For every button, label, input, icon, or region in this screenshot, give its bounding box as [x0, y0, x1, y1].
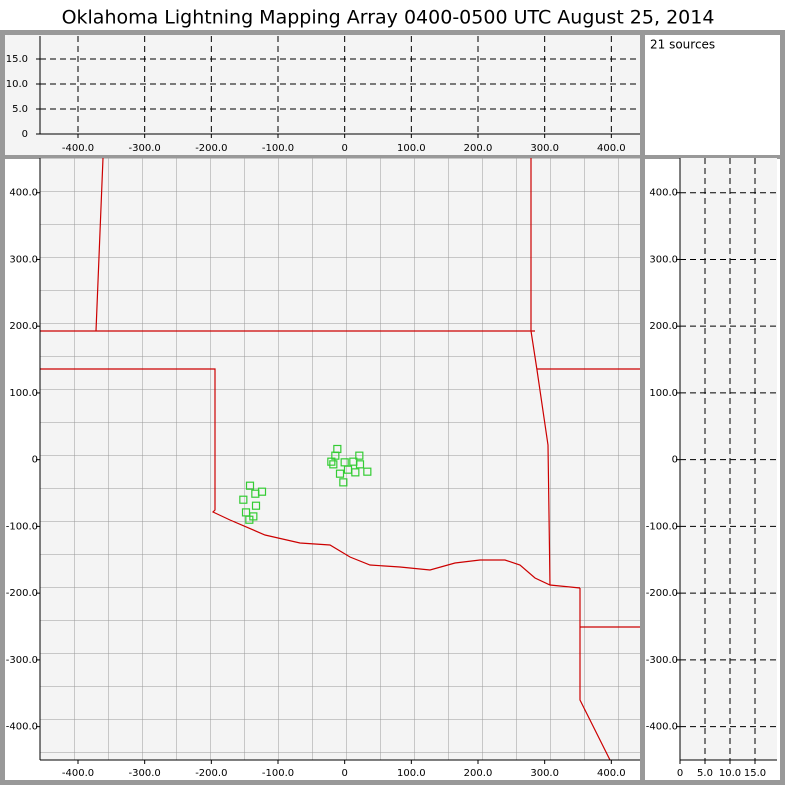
x-tick-label: -300.0 [129, 768, 161, 779]
x-tick-label: -300.0 [129, 143, 161, 154]
lightning-source [355, 451, 364, 460]
lightning-source [343, 465, 353, 474]
y-tick-label: -400.0 [6, 722, 38, 733]
source-count: 21 sources [650, 38, 715, 52]
y-tick-label: 0 [22, 129, 28, 140]
x-tick-label: 0 [341, 768, 347, 779]
x-tick-label: 200.0 [464, 768, 493, 779]
lightning-source [245, 481, 255, 490]
lightning-source [249, 512, 258, 521]
y-tick-label: 10.0 [6, 79, 28, 90]
y-tick-label: 300.0 [649, 254, 678, 265]
x-tick-label: -400.0 [62, 143, 94, 154]
y-tick-label: 100.0 [9, 388, 38, 399]
y-tick-label: 400.0 [649, 188, 678, 199]
x-tick-label: 0 [341, 143, 347, 154]
y-tick-label: -300.0 [646, 655, 678, 666]
border [40, 158, 551, 586]
y-tick-label: 400.0 [9, 188, 38, 199]
info-panel [645, 35, 780, 155]
lightning-source [339, 478, 348, 487]
y-tick-label: -200.0 [646, 588, 678, 599]
lightning-source [239, 495, 248, 504]
border [537, 368, 640, 760]
x-tick-label: 15.0 [744, 768, 766, 779]
x-tick-label: 400.0 [597, 143, 626, 154]
x-tick-label: 100.0 [397, 768, 426, 779]
x-tick-label: 5.0 [697, 768, 713, 779]
y-tick-label: -100.0 [646, 521, 678, 532]
y-tick-label: 300.0 [9, 254, 38, 265]
x-tick-label: 300.0 [530, 768, 559, 779]
x-tick-label: -100.0 [262, 143, 294, 154]
y-tick-label: 200.0 [649, 321, 678, 332]
plot-layer: -400.0 -300.0 -200.0 -100.0 0 100.0 200.0 300.0… [6, 36, 777, 779]
x-tick-label: 0 [677, 768, 683, 779]
x-tick-label: 10.0 [719, 768, 741, 779]
lightning-source [363, 467, 372, 476]
y-tick-label: 15.0 [6, 54, 28, 65]
x-tick-label: 100.0 [397, 143, 426, 154]
y-tick-label: 0 [672, 455, 678, 466]
county-lines [40, 158, 640, 760]
right-plot [680, 158, 777, 760]
y-tick-label: 100.0 [649, 388, 678, 399]
chart-title: Oklahoma Lightning Mapping Array 0400-05… [62, 7, 715, 29]
lightning-source [257, 487, 267, 496]
y-tick-label: -100.0 [6, 521, 38, 532]
lightning-source [329, 460, 338, 469]
state-borders [40, 158, 640, 760]
y-tick-label: -200.0 [6, 588, 38, 599]
lightning-source [349, 457, 358, 466]
x-tick-label: 400.0 [597, 768, 626, 779]
x-tick-label: -200.0 [195, 143, 227, 154]
y-tick-label: 5.0 [12, 104, 28, 115]
lightning-source [335, 469, 345, 478]
border [40, 368, 581, 589]
x-tick-label: 200.0 [464, 143, 493, 154]
lightning-source [251, 501, 261, 510]
lightning-source [327, 457, 336, 466]
y-tick-label: 200.0 [9, 321, 38, 332]
top-panel [5, 35, 640, 155]
x-tick-label: -100.0 [262, 768, 294, 779]
x-tick-label: -200.0 [195, 768, 227, 779]
y-tick-label: -400.0 [646, 722, 678, 733]
x-tick-label: 300.0 [530, 143, 559, 154]
x-tick-label: -400.0 [62, 768, 94, 779]
y-tick-label: -300.0 [6, 655, 38, 666]
y-tick-label: 0 [32, 455, 38, 466]
